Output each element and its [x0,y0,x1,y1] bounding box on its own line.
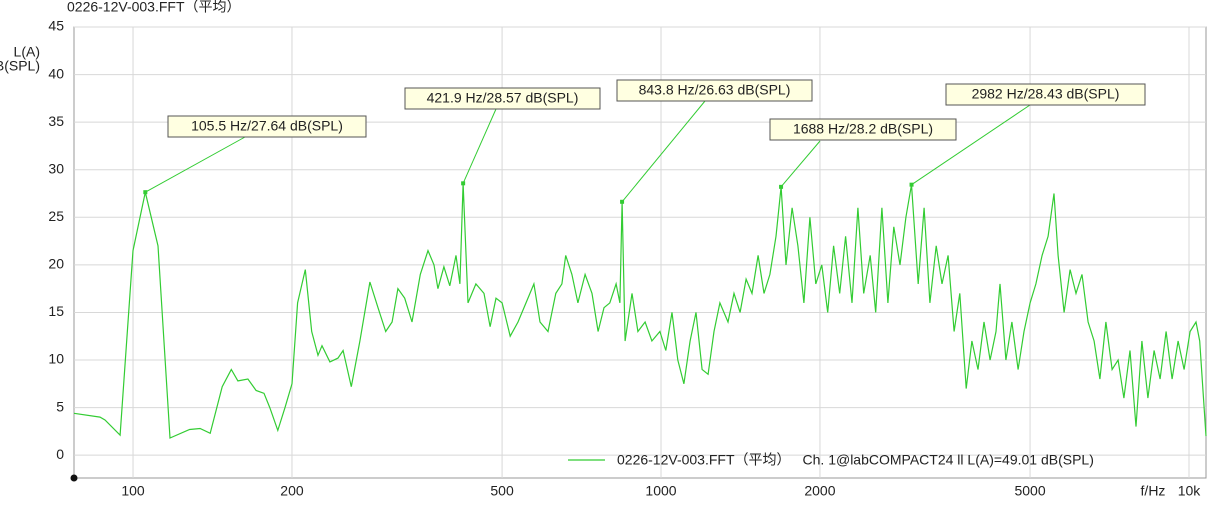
y-tick-label: 10 [48,351,64,367]
origin-dot [70,474,78,482]
annotation-marker [143,190,148,195]
x-axis-label: f/Hz [1141,483,1166,499]
annotation-marker [461,181,466,186]
annotation-marker [909,182,914,187]
y-tick-label: 0 [56,446,64,462]
annotation-leader [621,100,706,203]
x-tick-label: 500 [490,483,514,499]
annotation-marker [779,184,784,189]
y-tick-label: 30 [48,160,64,176]
x-tick-label: 100 [121,483,145,499]
y-tick-label: 45 [48,18,64,34]
annotation-label: 421.9 Hz/28.57 dB(SPL) [427,90,579,106]
annotation-leader [911,104,1031,186]
x-tick-label: 5000 [1014,483,1045,499]
annotation-label: 105.5 Hz/27.64 dB(SPL) [191,118,343,134]
annotation-box [404,87,601,110]
annotation-label: 843.8 Hz/26.63 dB(SPL) [639,82,791,98]
y-axis-label: dB(SPL) [0,58,40,74]
annotation-marker [620,199,625,204]
y-tick-label: 35 [48,113,64,129]
annotation-leader [780,140,821,188]
x-tick-label: 1000 [645,483,676,499]
x-tick-label: 2000 [804,483,835,499]
y-tick-label: 40 [48,65,64,81]
y-tick-label: 5 [56,398,64,414]
annotation-leader [462,108,497,184]
series-line [73,183,1207,439]
legend-note: Ch. 1@labCOMPACT24 ll L(A)=49.01 dB(SPL) [803,452,1094,468]
annotation-label: 1688 Hz/28.2 dB(SPL) [793,121,933,137]
y-axis-label: L(A) [14,44,40,60]
annotation-leader [145,136,246,193]
annotation-box [945,83,1146,106]
legend-label: 0226-12V-003.FFT（平均） [617,452,791,468]
annotation-label: 2982 Hz/28.43 dB(SPL) [972,86,1120,102]
chart-title: 0226-12V-003.FFT（平均） [67,0,241,15]
x-tick-label: 10k [1178,483,1202,499]
annotation-box [769,118,957,141]
y-tick-label: 15 [48,303,64,319]
y-tick-label: 20 [48,256,64,272]
y-tick-label: 25 [48,208,64,224]
annotation-box [616,79,813,102]
x-tick-label: 200 [280,483,304,499]
annotation-box [167,115,367,138]
